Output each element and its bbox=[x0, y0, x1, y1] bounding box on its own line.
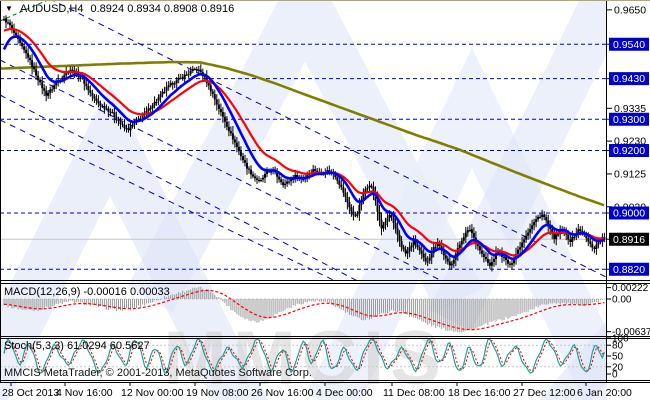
price-tick-label: 0.9125 bbox=[614, 168, 646, 180]
price-level-badge bbox=[609, 206, 649, 220]
date-label: 28 Oct 2013 bbox=[2, 387, 59, 399]
date-label: 18 Dec 16:00 bbox=[448, 387, 511, 399]
current-price-badge bbox=[609, 232, 649, 246]
date-label: 26 Nov 16:00 bbox=[251, 387, 314, 399]
price-level-badge-label: 0.9200 bbox=[613, 145, 645, 157]
macd-panel[interactable] bbox=[0, 286, 607, 333]
price-level-badge-label: 0.9540 bbox=[613, 39, 645, 51]
date-label: 4 Nov 16:00 bbox=[56, 387, 113, 399]
channel-trendline[interactable] bbox=[0, 119, 640, 400]
price-level-badge-label: 0.8820 bbox=[613, 264, 645, 276]
macd-scale-label: 0.00222 bbox=[612, 283, 649, 294]
stoch-scale-label: 100 bbox=[612, 334, 629, 345]
date-label: 6 Jan 20:00 bbox=[577, 387, 632, 399]
green-trendline[interactable] bbox=[0, 0, 50, 22]
stoch-indicator-label: Stoch(5,3,3) 61.0294 60.5627 bbox=[4, 340, 150, 352]
price-level-badge-label: 0.9300 bbox=[613, 114, 645, 126]
date-label: 12 Nov 00:00 bbox=[121, 387, 184, 399]
blue-ma-line bbox=[2, 35, 605, 261]
stoch-scale-label: 0 bbox=[612, 370, 618, 381]
price-tick-label: 0.9650 bbox=[614, 4, 646, 16]
price-level-badge-label: 0.9000 bbox=[613, 208, 645, 220]
date-label: 11 Dec 08:00 bbox=[383, 387, 445, 399]
price-level-badge-label: 0.9430 bbox=[613, 73, 645, 85]
stoch-scale-label: 80 bbox=[612, 341, 624, 352]
stoch-k-line bbox=[3, 339, 605, 374]
ohlc-values: 0.8924 0.8934 0.8908 0.8916 bbox=[90, 3, 235, 15]
red-ma-line bbox=[3, 27, 605, 257]
watermark-text: MMCIS bbox=[163, 316, 446, 400]
chart-title-bar: ▼ AUDUSD,H4 0.8924 0.8934 0.8908 0.8916 bbox=[5, 3, 234, 15]
macd-indicator-label: MACD(12,26,9) -0.00016 0.00033 bbox=[4, 286, 170, 298]
price-level-badge bbox=[609, 112, 649, 126]
date-label: 19 Nov 08:00 bbox=[186, 387, 249, 399]
stoch-scale-label: 20 bbox=[612, 362, 624, 373]
macd-scale-label: 0.00 bbox=[612, 295, 632, 306]
price-level-badge bbox=[609, 262, 649, 276]
copyright-text: MMCIS MetaTrader, © 2001-2013, MetaQuote… bbox=[4, 367, 312, 379]
price-level-badge bbox=[609, 72, 649, 86]
olive-slow-ma-line bbox=[0, 60, 605, 207]
price-level-badge bbox=[609, 144, 649, 157]
macd-histogram bbox=[3, 286, 605, 333]
current-price-badge-label: 0.8916 bbox=[613, 234, 645, 246]
date-label: 4 Dec 00:00 bbox=[316, 387, 373, 399]
price-tick-label: 0.9335 bbox=[614, 103, 646, 115]
channel-trendline[interactable] bbox=[0, 59, 640, 380]
macd-signal-line bbox=[3, 289, 605, 331]
date-label: 27 Dec 12:00 bbox=[513, 387, 576, 399]
price-level-badge bbox=[609, 37, 649, 51]
symbol-dropdown-icon[interactable]: ▼ bbox=[5, 4, 13, 13]
stoch-scale-label: 50 bbox=[612, 352, 624, 363]
macd-scale-label: -0.00637 bbox=[612, 327, 650, 338]
symbol-timeframe-label: AUDUSD,H4 bbox=[19, 3, 84, 15]
stoch-panel[interactable] bbox=[0, 339, 607, 374]
